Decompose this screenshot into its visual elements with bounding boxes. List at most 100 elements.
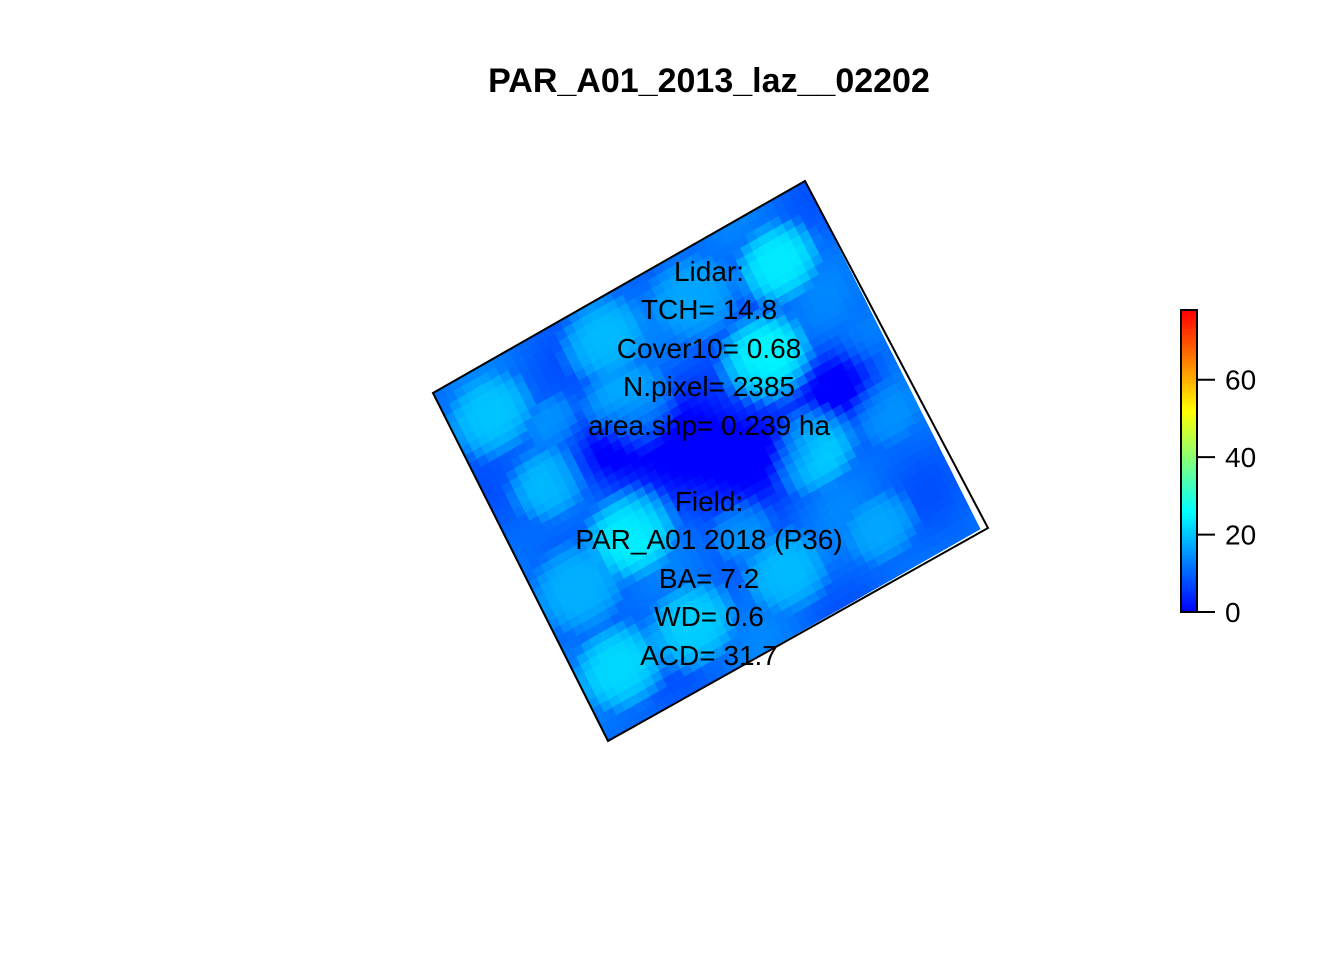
canopy-height-raster xyxy=(433,181,981,741)
field-line-4: WD= 0.6 xyxy=(654,601,764,632)
legend-bar-step xyxy=(1181,367,1197,371)
legend-bar-step xyxy=(1181,545,1197,550)
legend-bar-step xyxy=(1181,397,1197,402)
legend-bar-step xyxy=(1181,418,1197,423)
legend-bar-step xyxy=(1181,361,1197,365)
legend-bar-step xyxy=(1181,412,1197,417)
legend-bar-step xyxy=(1181,382,1197,387)
lidar-line-3: Cover10= 0.68 xyxy=(617,333,801,364)
legend-bar-step xyxy=(1181,322,1197,326)
legend-bar-step xyxy=(1181,572,1197,577)
legend-bar-step xyxy=(1181,476,1197,480)
legend-bar-step xyxy=(1181,343,1197,347)
legend-bar-step xyxy=(1181,454,1197,459)
legend-bar-step xyxy=(1181,379,1197,384)
legend-bar-step xyxy=(1181,461,1197,465)
legend-bar-step xyxy=(1181,542,1197,547)
lidar-line-4: N.pixel= 2385 xyxy=(623,371,795,402)
legend-bar-step xyxy=(1181,599,1197,604)
legend-bar-step xyxy=(1181,439,1197,444)
legend-bar-step xyxy=(1181,587,1197,592)
legend-bar-step xyxy=(1181,524,1197,529)
legend-bar-step xyxy=(1181,500,1197,504)
legend-bar-step xyxy=(1181,518,1197,522)
legend-bar-step xyxy=(1181,470,1197,474)
legend-bar-step xyxy=(1181,503,1197,507)
legend-bar-step xyxy=(1181,370,1197,375)
legend-bar-step xyxy=(1181,346,1197,350)
chart-title: PAR_A01_2013_laz__02202 xyxy=(488,62,930,100)
legend-bar-step xyxy=(1181,479,1197,483)
field-annotation: Field: PAR_A01 2018 (P36) BA= 7.2 WD= 0.… xyxy=(575,486,842,671)
lidar-line-5: area.shp= 0.239 ha xyxy=(588,410,831,441)
legend-bar-step xyxy=(1181,394,1197,399)
legend-tick-label: 60 xyxy=(1225,365,1256,396)
legend-bar-step xyxy=(1181,563,1197,568)
legend-bar-step xyxy=(1181,485,1197,489)
legend-bar-step xyxy=(1181,433,1197,438)
legend-bar-step xyxy=(1181,605,1197,610)
raster-cell xyxy=(967,520,981,535)
legend-frame xyxy=(1180,309,1198,613)
legend-bar-step xyxy=(1181,530,1197,535)
legend-bar-step xyxy=(1181,328,1197,332)
legend-bar-step xyxy=(1181,373,1197,378)
legend-tick-label: 0 xyxy=(1225,597,1241,628)
legend-bar-step xyxy=(1181,566,1197,571)
legend-bar-step xyxy=(1181,316,1197,320)
legend-bar-step xyxy=(1181,521,1197,526)
legend-bar-step xyxy=(1181,349,1197,353)
legend-bar-step xyxy=(1181,578,1197,583)
legend-bar-step xyxy=(1181,467,1197,471)
legend-bar-step xyxy=(1181,313,1197,317)
legend-bar-step xyxy=(1181,554,1197,559)
legend-bar-step xyxy=(1181,527,1197,532)
legend-bar-step xyxy=(1181,355,1197,359)
color-legend: 0 20 40 60 xyxy=(1180,309,1256,628)
legend-bar-step xyxy=(1181,391,1197,396)
legend-bar-step xyxy=(1181,430,1197,435)
lidar-line-1: Lidar: xyxy=(674,256,744,287)
legend-bar-step xyxy=(1181,590,1197,595)
legend-bar-step xyxy=(1181,569,1197,574)
legend-bar-step xyxy=(1181,473,1197,477)
legend-bar-step xyxy=(1181,325,1197,329)
legend-bar-step xyxy=(1181,409,1197,414)
legend-bar-step xyxy=(1181,403,1197,408)
legend-bar-step xyxy=(1181,608,1197,613)
legend-bar-step xyxy=(1181,319,1197,323)
legend-bar-step xyxy=(1181,400,1197,405)
legend-bar-step xyxy=(1181,482,1197,486)
legend-bar-step xyxy=(1181,376,1197,381)
legend-bar-step xyxy=(1181,548,1197,553)
legend-bar-step xyxy=(1181,584,1197,589)
legend-bar-step xyxy=(1181,506,1197,510)
legend-color-bar xyxy=(1181,310,1197,613)
legend-bar-step xyxy=(1181,602,1197,607)
legend-bar-step xyxy=(1181,385,1197,390)
field-line-5: ACD= 31.7 xyxy=(640,640,778,671)
legend-bar-step xyxy=(1181,596,1197,601)
legend-bar-step xyxy=(1181,488,1197,492)
legend-bar-step xyxy=(1181,334,1197,338)
legend-bar-step xyxy=(1181,551,1197,556)
legend-bar-step xyxy=(1181,421,1197,426)
legend-bar-step xyxy=(1181,358,1197,362)
legend-bar-step xyxy=(1181,427,1197,432)
legend-bar-step xyxy=(1181,352,1197,356)
legend-bar-step xyxy=(1181,448,1197,453)
plot-boundary xyxy=(431,179,990,743)
legend-tick-label: 20 xyxy=(1225,520,1256,551)
legend-bar-step xyxy=(1181,581,1197,586)
legend-tick-label: 40 xyxy=(1225,442,1256,473)
legend-bar-step xyxy=(1181,494,1197,498)
legend-bar-step xyxy=(1181,464,1197,468)
legend-bar-step xyxy=(1181,364,1197,368)
lidar-annotation: Lidar: TCH= 14.8 Cover10= 0.68 N.pixel= … xyxy=(588,256,831,441)
field-line-3: BA= 7.2 xyxy=(659,563,759,594)
legend-bar-step xyxy=(1181,451,1197,456)
legend-bar-step xyxy=(1181,593,1197,598)
legend-bar-step xyxy=(1181,512,1197,516)
legend-bar-step xyxy=(1181,331,1197,335)
